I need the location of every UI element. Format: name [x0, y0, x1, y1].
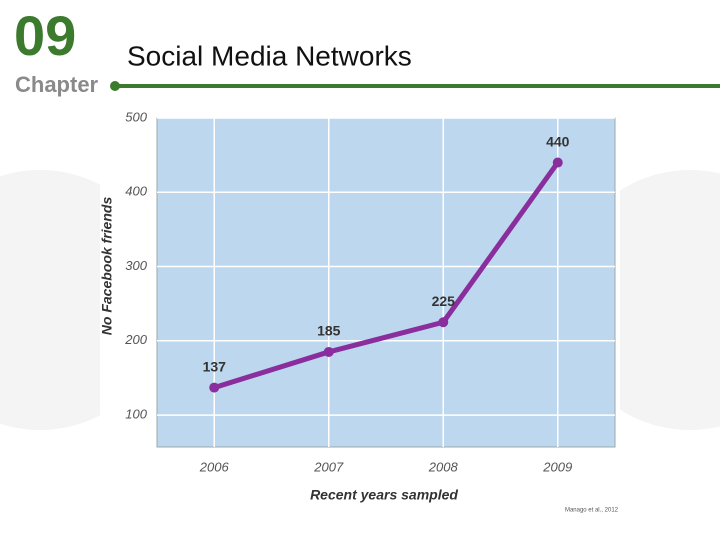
value-label: 225	[432, 293, 456, 309]
data-point	[323, 346, 334, 357]
data-point	[438, 317, 449, 328]
data-point	[552, 157, 563, 168]
header-dot	[110, 81, 120, 91]
x-axis-label: Recent years sampled	[310, 487, 458, 503]
y-tick-label: 400	[125, 184, 147, 199]
slide-title: Social Media Networks	[127, 40, 412, 71]
y-tick-label: 300	[125, 258, 147, 273]
value-label: 137	[203, 358, 227, 374]
x-tick-label: 2007	[313, 459, 344, 474]
x-tick-label: 2008	[428, 459, 459, 474]
y-tick-label: 500	[125, 109, 147, 124]
data-line	[213, 161, 560, 390]
chapter-number: 09	[14, 4, 76, 67]
value-label: 440	[546, 133, 570, 149]
y-tick-label: 100	[125, 407, 147, 422]
plot-area	[156, 117, 616, 448]
source-note: Manago et al., 2012	[565, 508, 619, 514]
chapter-label: Chapter	[15, 72, 99, 97]
x-tick-label: 2009	[542, 459, 572, 474]
x-tick-label: 2006	[199, 459, 230, 474]
y-axis-label: No Facebook friends	[99, 197, 115, 336]
data-point	[209, 382, 220, 393]
value-label: 185	[317, 323, 341, 339]
y-tick-label: 200	[124, 332, 147, 347]
